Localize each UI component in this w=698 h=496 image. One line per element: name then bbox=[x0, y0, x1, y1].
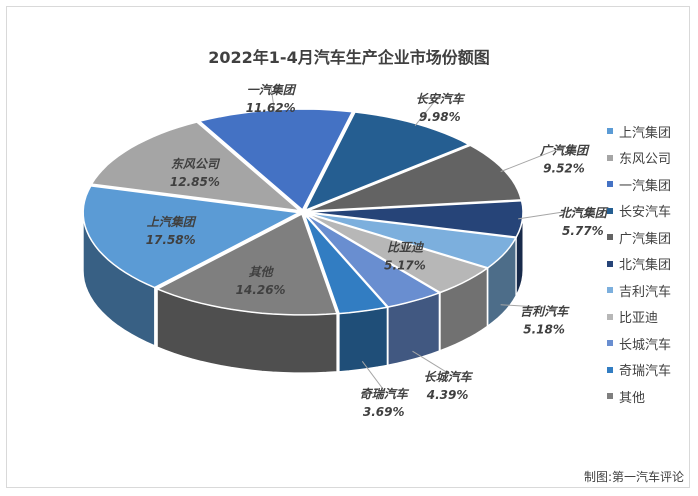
legend-label: 上汽集团 bbox=[619, 125, 672, 141]
legend-label: 东风公司 bbox=[619, 152, 672, 168]
legend-swatch bbox=[607, 181, 613, 188]
pie-slice-东风公司 bbox=[90, 121, 303, 212]
legend-item: 比亚迪 bbox=[607, 304, 695, 331]
slice-label-name-一汽集团: 一汽集团 bbox=[247, 83, 297, 97]
leader-line-一汽集团 bbox=[270, 85, 276, 112]
leader-line-长城汽车 bbox=[412, 350, 448, 374]
pie-slice-比亚迪 bbox=[305, 212, 489, 294]
slice-label-name-吉利汽车: 吉利汽车 bbox=[520, 304, 570, 318]
legend-item: 其他 bbox=[607, 383, 695, 410]
legend-swatch bbox=[607, 234, 613, 241]
leader-line-奇瑞汽车 bbox=[361, 361, 385, 391]
legend-label: 长城汽车 bbox=[619, 337, 672, 353]
legend-label: 北汽集团 bbox=[619, 258, 672, 274]
legend-item: 东风公司 bbox=[607, 145, 695, 172]
legend-swatch bbox=[607, 313, 613, 320]
pie-slice-广汽集团 bbox=[306, 144, 523, 212]
slice-label-name-奇瑞汽车: 奇瑞汽车 bbox=[360, 387, 410, 401]
legend-label: 奇瑞汽车 bbox=[619, 364, 672, 380]
legend-item: 一汽集团 bbox=[607, 171, 695, 198]
slice-label-value-吉利汽车: 5.18% bbox=[523, 322, 565, 336]
pie-slice-长安汽车 bbox=[303, 111, 471, 212]
slice-label-value-上汽集团: 17.58% bbox=[146, 233, 196, 247]
legend-swatch bbox=[607, 260, 613, 267]
slice-label-value-比亚迪: 5.17% bbox=[384, 259, 426, 273]
slice-label-name-广汽集团: 广汽集团 bbox=[539, 144, 590, 158]
slice-label-value-一汽集团: 11.62% bbox=[246, 101, 296, 115]
slice-label-name-长城汽车: 长城汽车 bbox=[424, 370, 474, 384]
legend-item: 奇瑞汽车 bbox=[607, 357, 695, 384]
slice-label-value-其他: 14.26% bbox=[236, 283, 286, 297]
legend-label: 广汽集团 bbox=[619, 231, 672, 247]
slice-label-value-长城汽车: 4.39% bbox=[426, 388, 469, 402]
slice-label-value-北汽集团: 5.77% bbox=[562, 224, 604, 238]
legend-label: 其他 bbox=[619, 390, 646, 406]
legend-swatch bbox=[607, 128, 613, 135]
slice-label-value-东风公司: 12.85% bbox=[170, 175, 220, 189]
slice-label-value-广汽集团: 9.52% bbox=[543, 162, 585, 176]
slice-label-name-其他: 其他 bbox=[249, 265, 275, 279]
legend-item: 北汽集团 bbox=[607, 251, 695, 278]
legend-item: 上汽集团 bbox=[607, 118, 695, 145]
pie-slice-北汽集团 bbox=[306, 200, 524, 238]
legend-label: 吉利汽车 bbox=[619, 284, 672, 300]
slice-label-value-奇瑞汽车: 3.69% bbox=[363, 405, 405, 419]
slice-label-name-东风公司: 东风公司 bbox=[171, 157, 221, 171]
legend-label: 长安汽车 bbox=[619, 205, 672, 221]
pie-slice-奇瑞汽车 bbox=[303, 213, 389, 315]
slice-label-name-长安汽车: 长安汽车 bbox=[416, 92, 466, 106]
legend-item: 长安汽车 bbox=[607, 198, 695, 225]
slice-label-name-北汽集团: 北汽集团 bbox=[559, 206, 609, 220]
pie-slice-上汽集团 bbox=[82, 185, 302, 289]
leader-line-吉利汽车 bbox=[500, 304, 545, 308]
slice-label-name-上汽集团: 上汽集团 bbox=[147, 215, 197, 229]
legend-swatch bbox=[607, 393, 613, 400]
legend-label: 一汽集团 bbox=[619, 178, 672, 194]
source-note: 制图:第一汽车评论 bbox=[583, 470, 684, 484]
pie-slice-其他 bbox=[155, 212, 338, 316]
legend: 上汽集团东风公司一汽集团长安汽车广汽集团北汽集团吉利汽车比亚迪长城汽车奇瑞汽车其… bbox=[607, 118, 695, 410]
pie-slice-长城汽车 bbox=[304, 213, 441, 308]
slice-label-name-比亚迪: 比亚迪 bbox=[387, 241, 425, 255]
legend-swatch bbox=[607, 207, 613, 214]
legend-swatch bbox=[607, 287, 613, 294]
legend-swatch bbox=[607, 340, 613, 347]
leader-line-北汽集团 bbox=[518, 208, 583, 220]
chart-title: 2022年1-4月汽车生产企业市场份额图 bbox=[208, 48, 490, 67]
slice-label-value-长安汽车: 9.98% bbox=[419, 110, 461, 124]
legend-item: 广汽集团 bbox=[607, 224, 695, 251]
legend-item: 长城汽车 bbox=[607, 330, 695, 357]
legend-swatch bbox=[607, 154, 613, 161]
pie-slice-吉利汽车 bbox=[306, 212, 518, 269]
leader-line-广汽集团 bbox=[500, 146, 565, 173]
legend-label: 比亚迪 bbox=[619, 311, 659, 327]
legend-swatch bbox=[607, 366, 613, 373]
legend-item: 吉利汽车 bbox=[607, 277, 695, 304]
leader-line-长安汽车 bbox=[414, 94, 441, 127]
